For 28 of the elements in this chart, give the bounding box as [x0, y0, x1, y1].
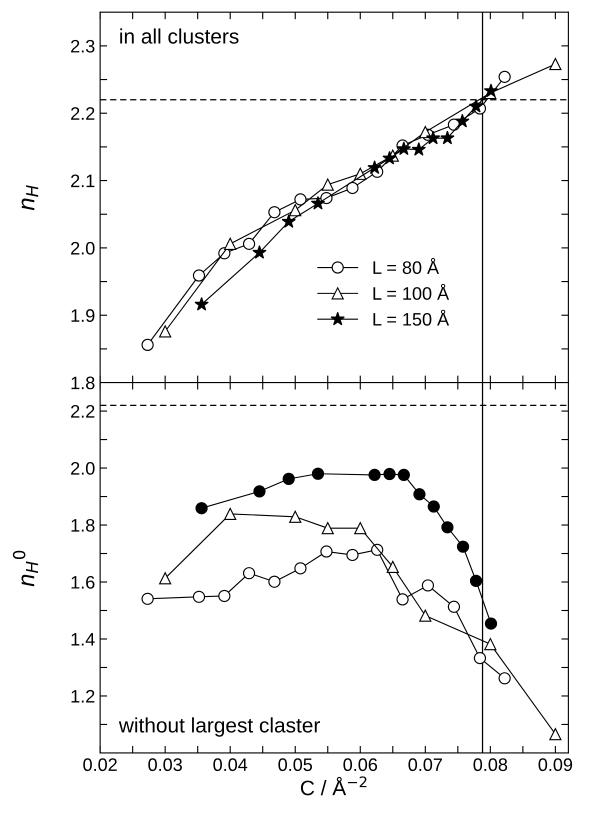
y-tick-label: 1.2: [72, 690, 94, 703]
x-axis-title: C / Å$^{−2}$: [300, 776, 366, 796]
y-tick-label: 2.0: [71, 462, 95, 475]
x-tick-label: 0.05: [278, 758, 312, 772]
legend-label: L = 100 Å: [373, 284, 450, 300]
legend-label: L = 80 Å: [373, 258, 440, 274]
annotation: in all clusters: [120, 28, 239, 44]
y-axis-title: n$_{H}$: [22, 185, 38, 210]
y-tick-label: 1.4: [72, 633, 95, 646]
x-tick-label: 0.03: [148, 758, 182, 772]
y-tick-label: 2.2: [71, 107, 94, 120]
y-tick-label: 1.9: [72, 309, 94, 322]
y-tick-label: 2.0: [71, 242, 95, 255]
legend-label: L = 150 Å: [373, 310, 450, 326]
x-tick-label: 0.06: [343, 758, 378, 772]
y-tick-label: 2.3: [71, 40, 94, 53]
x-tick-label: 0.04: [213, 758, 248, 772]
y-axis-title: n$_{H}$$^{0}$: [12, 550, 38, 586]
y-tick-label: 1.8: [72, 518, 94, 532]
x-tick-label: 0.02: [83, 758, 117, 772]
annotation: without largest claster: [118, 717, 320, 737]
y-tick-label: 1.6: [72, 576, 94, 589]
x-tick-label: 0.07: [408, 758, 442, 772]
y-tick-label: 2.2: [71, 405, 94, 418]
y-tick-label: 2.1: [71, 174, 94, 188]
x-tick-label: 0.08: [473, 758, 508, 772]
x-tick-label: 0.09: [538, 758, 572, 772]
y-tick-label: 1.8: [72, 376, 94, 390]
